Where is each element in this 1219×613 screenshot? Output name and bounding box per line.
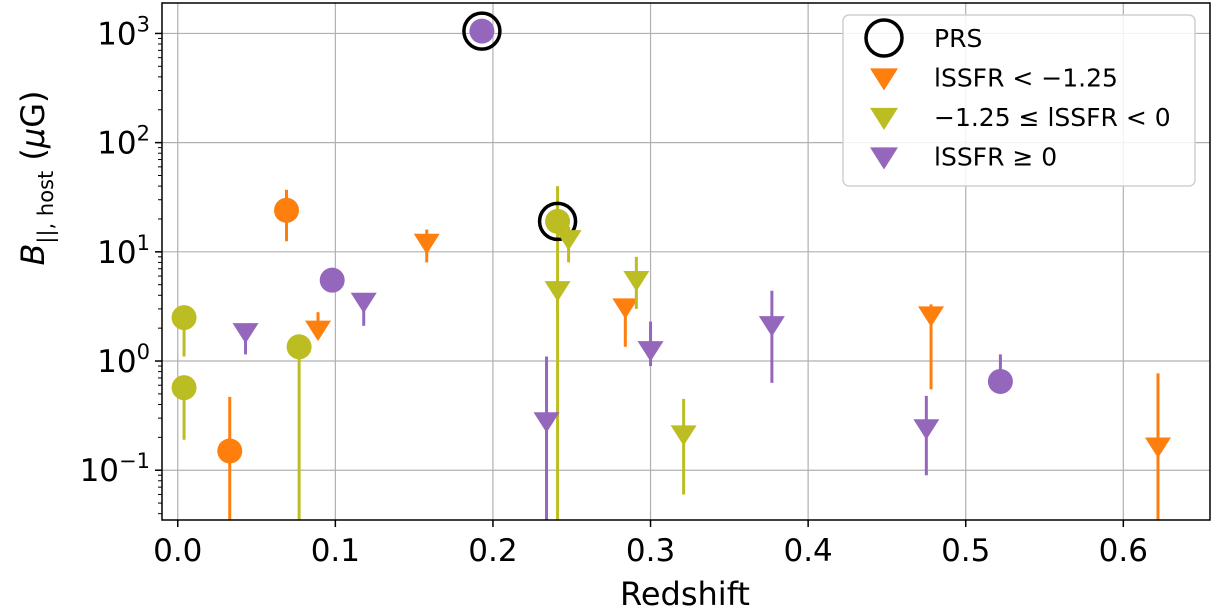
data-point	[469, 18, 495, 44]
data-point	[612, 298, 639, 319]
y-axis-label: B||, host (μG)	[14, 90, 59, 265]
data-point	[913, 419, 940, 440]
data-point	[319, 267, 345, 293]
data-point	[670, 425, 697, 446]
y-tick-label: 103	[97, 12, 150, 52]
axis-ticks: 0.0 0.1 0.2 0.3 0.4 0.5 0.6 10−1 100 101 102 103	[80, 12, 1148, 569]
legend-label: PRS	[934, 24, 982, 53]
data-point	[273, 197, 299, 223]
x-tick-label: 0.3	[626, 533, 675, 569]
series-lssfr-0	[232, 11, 1013, 520]
data-point	[758, 316, 785, 337]
legend-marker-triangle	[870, 68, 898, 91]
data-point	[232, 323, 259, 344]
data-point	[623, 270, 650, 292]
series-lssfr-1-25	[217, 189, 1171, 520]
legend-label: −1.25 ≤ lSSFR < 0	[934, 103, 1171, 132]
x-axis-label: Redshift	[620, 575, 750, 613]
data-layer	[171, 11, 1171, 520]
x-tick-label: 0.1	[311, 533, 360, 569]
legend: PRS lSSFR < −1.25 −1.25 ≤ lSSFR < 0 lSSFR ≥…	[842, 14, 1196, 187]
x-tick-label: 0.2	[468, 533, 517, 569]
data-point	[555, 230, 582, 251]
legend-marker-triangle	[870, 147, 898, 170]
data-point	[350, 292, 377, 314]
legend-marker-prs	[864, 18, 904, 58]
y-tick-label: 101	[97, 231, 150, 271]
prs-marker	[462, 11, 502, 51]
y-tick-label: 102	[97, 122, 150, 162]
data-point	[987, 368, 1013, 394]
x-tick-label: 0.4	[783, 533, 832, 569]
y-tick-label: 100	[97, 340, 150, 380]
legend-label: lSSFR ≥ 0	[934, 143, 1057, 172]
x-tick-label: 0.0	[153, 533, 202, 569]
data-point	[171, 305, 197, 331]
legend-marker-triangle	[870, 107, 898, 130]
plot-frame	[161, 2, 1211, 521]
prs-marker	[537, 201, 578, 242]
data-point	[286, 334, 312, 360]
data-point	[533, 412, 560, 433]
y-tick-label: 10−1	[80, 449, 150, 489]
data-point	[413, 233, 440, 255]
x-tick-label: 0.5	[941, 533, 990, 569]
x-tick-label: 0.6	[1099, 533, 1148, 569]
data-point	[305, 320, 332, 342]
data-point	[217, 438, 243, 464]
data-point	[637, 341, 664, 362]
legend-box	[842, 14, 1196, 187]
data-point	[1144, 437, 1171, 459]
data-point	[544, 281, 571, 302]
data-point	[545, 208, 571, 234]
legend-label: lSSFR < −1.25	[934, 64, 1118, 93]
data-point	[918, 306, 945, 327]
data-point	[171, 375, 197, 401]
series-1-25-lssfr-0	[171, 186, 697, 520]
